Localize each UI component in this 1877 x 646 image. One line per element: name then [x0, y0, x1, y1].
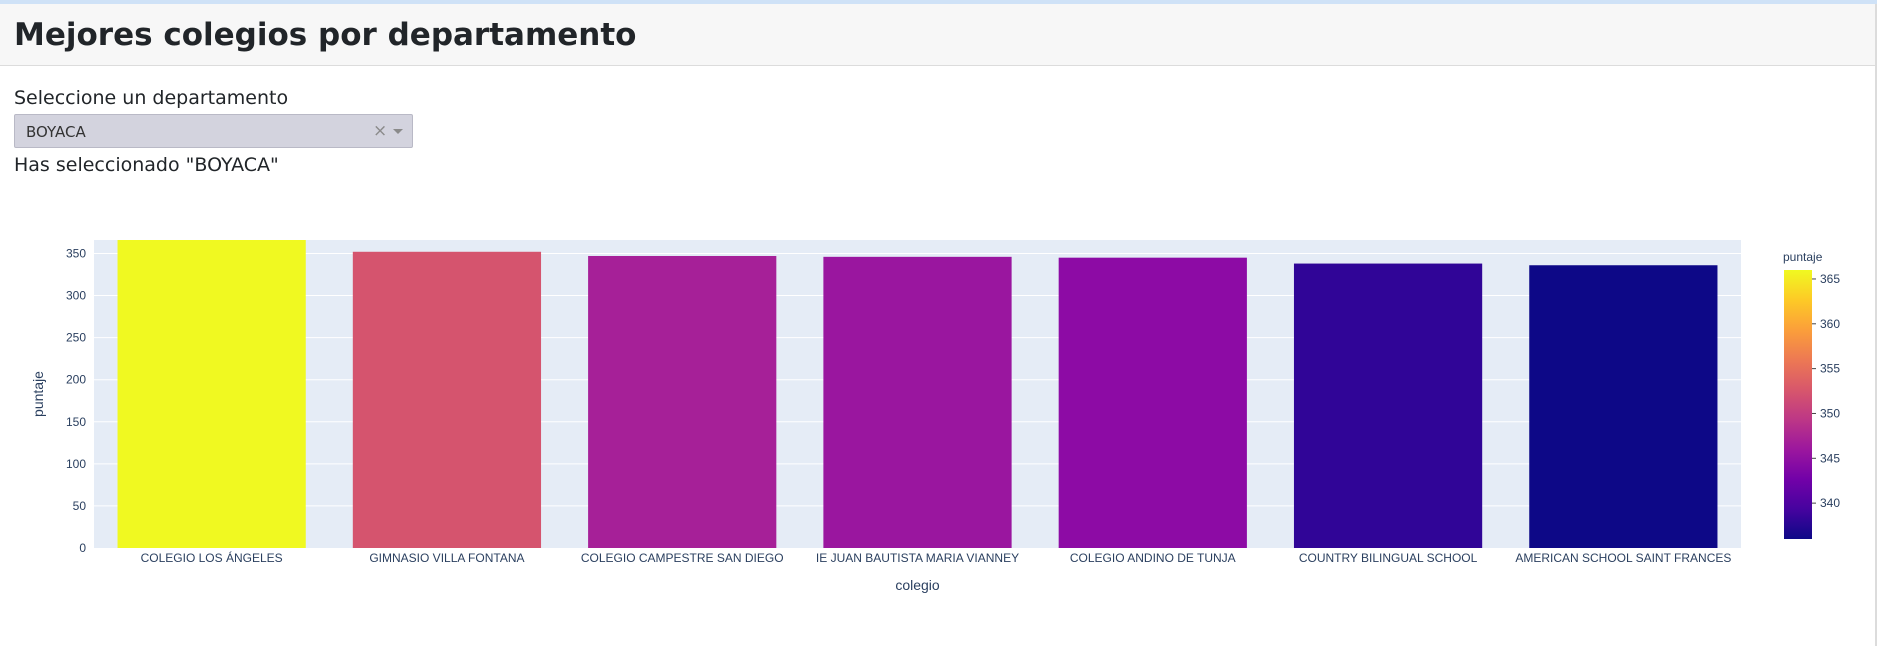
- bar[interactable]: [588, 255, 777, 548]
- bars: [117, 240, 1718, 548]
- selection-output: Has seleccionado "BOYACA": [14, 154, 279, 176]
- department-label: Seleccione un departamento: [14, 87, 289, 109]
- x-tick-labels: COLEGIO LOS ÁNGELES GIMNASIO VILLA FONTAN…: [141, 550, 1732, 565]
- y-tick-labels: 0 50 100 150 200 250 300 350: [66, 246, 86, 555]
- y-tick-label: 300: [66, 289, 86, 303]
- y-tick-label: 200: [66, 373, 86, 387]
- colorbar-ticks: 340 345 350 355 360 365: [1812, 272, 1840, 510]
- bar[interactable]: [1058, 257, 1247, 548]
- bar[interactable]: [1293, 263, 1483, 548]
- x-tick-label: COUNTRY BILINGUAL SCHOOL: [1299, 551, 1478, 565]
- x-tick-label: COLEGIO ANDINO DE TUNJA: [1070, 551, 1236, 565]
- dropdown-selected-value: BOYACA: [26, 123, 86, 141]
- x-axis-title: colegio: [895, 577, 940, 593]
- colorbar-tick-label: 350: [1820, 406, 1840, 420]
- colorbar: [1784, 270, 1812, 539]
- department-dropdown[interactable]: BOYACA ×: [14, 114, 413, 148]
- bar[interactable]: [1529, 265, 1718, 548]
- chevron-down-icon[interactable]: [393, 129, 403, 134]
- bar[interactable]: [823, 256, 1012, 548]
- bar[interactable]: [352, 251, 542, 548]
- colorbar-tick-label: 340: [1820, 496, 1840, 510]
- x-tick-label: AMERICAN SCHOOL SAINT FRANCES: [1515, 551, 1731, 565]
- y-tick-label: 150: [66, 415, 86, 429]
- x-tick-label: COLEGIO CAMPESTRE SAN DIEGO: [581, 551, 784, 565]
- y-tick-label: 0: [79, 541, 86, 555]
- clear-icon[interactable]: ×: [373, 121, 388, 141]
- bar[interactable]: [117, 240, 306, 548]
- colorbar-tick-label: 360: [1820, 317, 1840, 331]
- x-tick-label: IE JUAN BAUTISTA MARIA VIANNEY: [816, 551, 1019, 565]
- y-tick-label: 350: [66, 246, 86, 260]
- y-axis-title: puntaje: [30, 371, 46, 417]
- x-tick-label: GIMNASIO VILLA FONTANA: [369, 551, 524, 565]
- top-accent-line: [0, 0, 1877, 4]
- colorbar-title: puntaje: [1783, 250, 1823, 264]
- page-title: Mejores colegios por departamento: [14, 17, 637, 53]
- page-header: Mejores colegios por departamento: [0, 4, 1877, 66]
- y-tick-label: 250: [66, 331, 86, 345]
- y-tick-label: 100: [66, 457, 86, 471]
- colorbar-tick-label: 345: [1820, 451, 1840, 465]
- x-tick-label: COLEGIO LOS ÁNGELES: [141, 550, 283, 565]
- colorbar-tick-label: 355: [1820, 362, 1840, 376]
- right-border: [1875, 65, 1877, 646]
- y-tick-label: 50: [73, 499, 87, 513]
- colorbar-tick-label: 365: [1820, 272, 1840, 286]
